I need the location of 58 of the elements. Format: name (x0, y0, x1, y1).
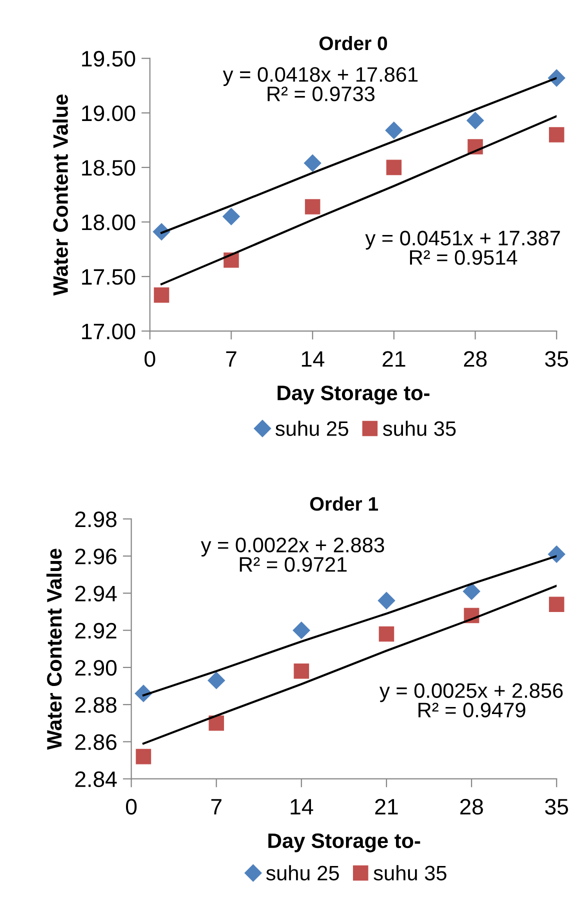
x-tick-label: 14 (302, 351, 324, 367)
y-tick-label: 2.90 (75, 660, 117, 676)
annotation: y = 0.0418x + 17.861 R² = 0.9733 (222, 67, 418, 102)
y-tick-label: 19.00 (82, 105, 136, 122)
point (222, 208, 240, 226)
point (208, 716, 224, 731)
point (378, 626, 394, 642)
y-axis-title: Water Content Value (46, 548, 62, 750)
x-tick-label: 21 (375, 798, 398, 814)
legend-label: suhu 25 (266, 865, 339, 880)
x-tick-label: 35 (545, 351, 568, 367)
y-tick-label: 19.50 (82, 50, 136, 67)
x-axis-title: Day Storage to- (268, 833, 420, 852)
y-tick-label: 18.00 (82, 214, 136, 230)
x-tick-label: 35 (545, 798, 568, 815)
y-tick-label: 2.92 (75, 622, 116, 639)
y-tick-label: 18.50 (82, 160, 136, 176)
point (208, 672, 225, 689)
x-tick-label: 28 (464, 351, 487, 367)
x-tick-label: 0 (126, 798, 137, 815)
point (136, 748, 152, 764)
x-tick-label: 0 (144, 351, 156, 367)
point (294, 664, 310, 679)
point (386, 160, 402, 176)
y-tick-label: 2.94 (75, 586, 117, 602)
x-tick-label: 14 (290, 799, 314, 814)
point (548, 596, 564, 612)
point (154, 287, 170, 303)
y-axis-title: Water Content Value (52, 94, 68, 296)
y-tick-label: 17.50 (82, 269, 136, 285)
point (378, 592, 396, 610)
x-tick-label: 21 (382, 351, 406, 367)
chart-title: Order 0 (319, 36, 388, 50)
legend-label: suhu 25 (276, 420, 348, 436)
point (548, 546, 566, 563)
point (304, 154, 322, 172)
annotation: y = 0.0451x + 17.387 R² = 0.9514 (365, 230, 560, 265)
y-tick-label: 2.84 (75, 771, 117, 788)
chart-title: Order 1 (310, 496, 378, 511)
x-axis-title: Day Storage to- (278, 386, 430, 405)
legend-label: suhu 35 (382, 420, 456, 436)
annotation: y = 0.0022x + 2.883 R² = 0.9721 (200, 538, 384, 572)
y-tick-label: 2.98 (75, 511, 116, 528)
annotation: y = 0.0025x + 2.856 R² = 0.9479 (380, 683, 563, 718)
y-tick-label: 2.88 (75, 697, 116, 713)
y-tick-label: 17.00 (82, 324, 136, 340)
x-tick-label: 7 (226, 351, 236, 367)
y-tick-label: 2.96 (75, 548, 116, 564)
point (385, 122, 402, 139)
point (462, 582, 480, 600)
point (548, 127, 564, 142)
point (304, 199, 320, 214)
x-tick-label: 7 (211, 799, 222, 814)
x-tick-label: 28 (460, 798, 483, 815)
y-tick-label: 2.86 (75, 734, 116, 750)
point (292, 622, 310, 639)
point (466, 112, 484, 130)
legend-label: suhu 35 (374, 865, 446, 880)
